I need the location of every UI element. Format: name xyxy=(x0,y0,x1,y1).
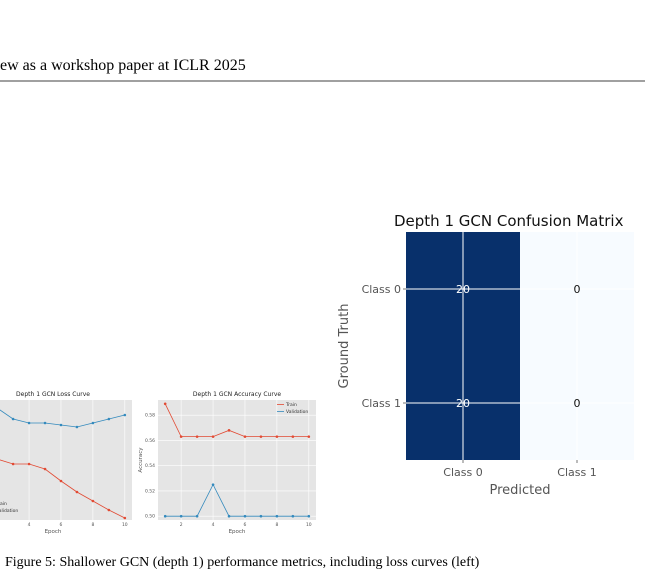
x-tick-label: 8 xyxy=(91,522,94,528)
x-axis-label: Predicted xyxy=(489,483,550,498)
point xyxy=(163,402,167,406)
point xyxy=(211,483,215,486)
point xyxy=(291,435,295,438)
point xyxy=(243,514,247,518)
point xyxy=(123,516,127,520)
series-line xyxy=(164,403,309,438)
x-axis-label: Epoch xyxy=(229,529,246,535)
chart-title: Depth 1 GCN Accuracy Curve xyxy=(193,391,281,398)
cell-label: 0 xyxy=(574,397,581,410)
running-header: ew as a workshop paper at ICLR 2025 xyxy=(0,57,246,74)
cell-label: 0 xyxy=(574,283,581,296)
x-tick-label: 4 xyxy=(212,522,215,528)
y-tick-label: Class 1 xyxy=(362,397,401,410)
y-axis-label: Accuracy xyxy=(138,447,144,473)
y-axis-label: Ground Truth xyxy=(337,304,352,389)
point xyxy=(43,421,47,425)
y-tick-label: 0.58 xyxy=(145,413,155,419)
x-tick-label: 10 xyxy=(122,522,128,528)
point xyxy=(307,435,311,438)
legend-label: Validation xyxy=(286,409,308,415)
caption: Figure 5: Shallower GCN (depth 1) perfor… xyxy=(5,555,480,570)
legend-label: Train xyxy=(0,501,7,507)
point xyxy=(307,514,311,518)
point xyxy=(27,462,31,466)
cell-label: 20 xyxy=(456,283,470,296)
x-tick-label: Class 0 xyxy=(443,466,482,479)
x-axis-label: Epoch xyxy=(45,529,62,535)
series-line xyxy=(0,409,125,428)
x-tick-label: 10 xyxy=(306,522,312,528)
point xyxy=(211,435,215,438)
chart-title: Depth 1 GCN Loss Curve xyxy=(16,391,90,398)
point xyxy=(59,423,63,427)
point xyxy=(275,435,279,438)
point xyxy=(75,490,79,494)
x-tick-label: Class 1 xyxy=(557,466,596,479)
point xyxy=(91,499,95,503)
point xyxy=(291,514,295,518)
plot-area xyxy=(0,400,132,520)
plot-area xyxy=(158,400,316,520)
point xyxy=(227,429,231,432)
y-tick-label: 0.54 xyxy=(145,463,155,469)
point xyxy=(163,514,167,518)
point xyxy=(275,514,279,518)
x-tick-label: 6 xyxy=(60,522,63,528)
series-line xyxy=(0,459,125,519)
y-tick-label: Class 0 xyxy=(362,283,401,296)
cell-label: 20 xyxy=(456,397,470,410)
point xyxy=(179,435,183,438)
legend-label: Validation xyxy=(0,508,18,514)
point xyxy=(227,514,231,518)
point xyxy=(123,413,127,417)
point xyxy=(179,514,183,518)
legend-label: Train xyxy=(285,402,297,408)
x-tick-label: 6 xyxy=(244,522,247,528)
y-tick-label: 0.52 xyxy=(145,488,155,494)
point xyxy=(107,417,111,421)
point xyxy=(107,508,111,512)
point xyxy=(59,479,63,483)
chart-title: Depth 1 GCN Confusion Matrix xyxy=(394,212,624,230)
point xyxy=(259,435,263,438)
point xyxy=(243,435,247,438)
point xyxy=(11,462,15,466)
point xyxy=(75,425,79,429)
point xyxy=(11,417,15,421)
series-line xyxy=(165,483,309,517)
x-tick-label: 2 xyxy=(180,522,183,528)
point xyxy=(195,435,199,438)
point xyxy=(195,514,199,518)
point xyxy=(91,421,95,425)
x-tick-label: 8 xyxy=(275,522,278,528)
point xyxy=(259,514,263,518)
y-tick-label: 0.56 xyxy=(145,438,155,444)
point xyxy=(27,421,31,425)
y-tick-label: 0.50 xyxy=(145,514,155,520)
point xyxy=(43,467,47,471)
x-tick-label: 4 xyxy=(28,522,31,528)
